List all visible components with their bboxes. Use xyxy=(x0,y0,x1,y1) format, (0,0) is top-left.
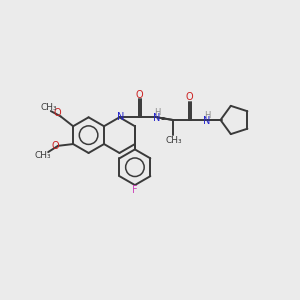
Text: O: O xyxy=(54,108,62,118)
Text: N: N xyxy=(153,113,161,123)
Text: O: O xyxy=(185,92,193,102)
Text: F: F xyxy=(132,185,138,195)
Text: CH₃: CH₃ xyxy=(35,151,52,160)
Text: N: N xyxy=(117,112,124,122)
Text: CH₃: CH₃ xyxy=(40,103,57,112)
Text: H: H xyxy=(204,110,210,119)
Text: N: N xyxy=(203,116,211,126)
Text: H: H xyxy=(154,108,160,117)
Text: O: O xyxy=(51,141,59,151)
Text: CH₃: CH₃ xyxy=(166,136,182,145)
Text: O: O xyxy=(135,89,143,100)
